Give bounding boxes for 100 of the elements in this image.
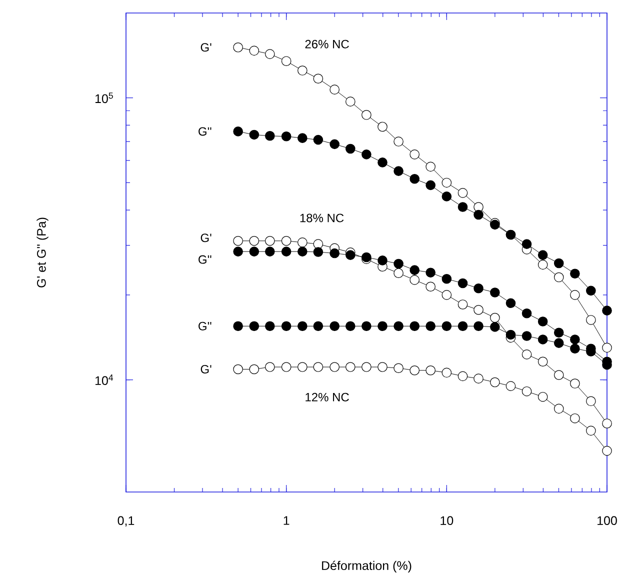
point <box>458 278 468 288</box>
point <box>233 236 243 246</box>
point <box>281 321 292 332</box>
y-tick-label: 10$^{4}$ <box>95 374 114 386</box>
series-label: G' <box>200 234 212 242</box>
point <box>426 180 436 190</box>
point <box>233 42 243 52</box>
point <box>538 392 548 402</box>
point <box>522 239 532 249</box>
annotation: 18% NC <box>300 214 344 222</box>
point <box>330 321 340 332</box>
point <box>265 131 275 141</box>
point <box>330 362 340 372</box>
point <box>538 334 548 344</box>
point <box>249 130 260 140</box>
point <box>602 342 612 353</box>
series-label: G'' <box>198 255 212 264</box>
point <box>458 202 468 212</box>
point <box>602 418 612 428</box>
point <box>506 298 516 308</box>
point <box>474 321 484 332</box>
point <box>233 321 243 332</box>
point <box>249 46 260 56</box>
point <box>458 300 468 310</box>
point <box>442 274 452 284</box>
point <box>346 250 356 260</box>
point <box>538 316 548 326</box>
point <box>442 178 452 188</box>
point <box>458 321 468 332</box>
point <box>570 268 580 279</box>
point <box>410 265 420 275</box>
point <box>265 321 275 332</box>
point <box>249 364 260 374</box>
point <box>330 139 340 150</box>
point <box>506 330 516 340</box>
x-axis-title: Déformation (%) <box>322 560 412 573</box>
point <box>490 377 500 388</box>
series-label: G' <box>200 364 212 374</box>
point <box>298 362 308 372</box>
x-tick-label: 0,1 <box>118 516 134 527</box>
point <box>249 321 260 332</box>
point <box>554 258 564 268</box>
y-axis-title: G' et G'' (Pa) <box>36 218 48 288</box>
point <box>554 404 564 414</box>
point <box>281 362 292 372</box>
point <box>313 247 324 257</box>
point <box>265 246 275 256</box>
point <box>426 321 436 332</box>
point <box>426 162 436 172</box>
x-tick-label: 100 <box>598 516 617 526</box>
point <box>570 378 580 388</box>
point <box>554 370 564 380</box>
point <box>346 144 356 154</box>
point <box>330 248 340 258</box>
x-tick-label: 10 <box>440 516 454 526</box>
point <box>586 286 596 296</box>
series-label: G'' <box>198 322 212 330</box>
point <box>233 246 243 256</box>
point <box>474 374 484 384</box>
point <box>586 315 596 325</box>
point <box>362 110 372 120</box>
point <box>474 210 484 220</box>
point <box>378 158 388 168</box>
point <box>602 446 612 456</box>
point <box>281 236 292 246</box>
x-tick-label: 1 <box>284 516 290 525</box>
point <box>265 236 275 246</box>
point <box>346 321 356 332</box>
point <box>490 312 500 323</box>
annotation: 12% NC <box>306 392 349 402</box>
point <box>522 308 532 318</box>
point <box>522 386 532 396</box>
point <box>410 150 420 160</box>
point <box>394 363 404 374</box>
point <box>362 362 372 372</box>
point <box>570 290 580 300</box>
y-tick-label: 10$^{5}$ <box>95 92 113 104</box>
point <box>298 238 308 248</box>
point <box>362 150 372 160</box>
point <box>298 133 308 143</box>
annotation: 26% NC <box>305 40 349 48</box>
point <box>522 331 532 341</box>
point <box>602 306 612 316</box>
point <box>281 56 292 66</box>
point <box>570 344 580 354</box>
point <box>410 275 420 285</box>
point <box>474 283 484 294</box>
point <box>458 188 468 198</box>
point <box>298 321 308 332</box>
point <box>426 365 436 376</box>
point <box>281 131 292 142</box>
point <box>313 321 324 332</box>
point <box>410 174 420 184</box>
point <box>394 258 404 269</box>
point <box>410 321 420 332</box>
point <box>554 328 564 338</box>
point <box>426 268 436 278</box>
point <box>410 365 420 376</box>
point <box>281 246 292 256</box>
point <box>233 364 243 374</box>
